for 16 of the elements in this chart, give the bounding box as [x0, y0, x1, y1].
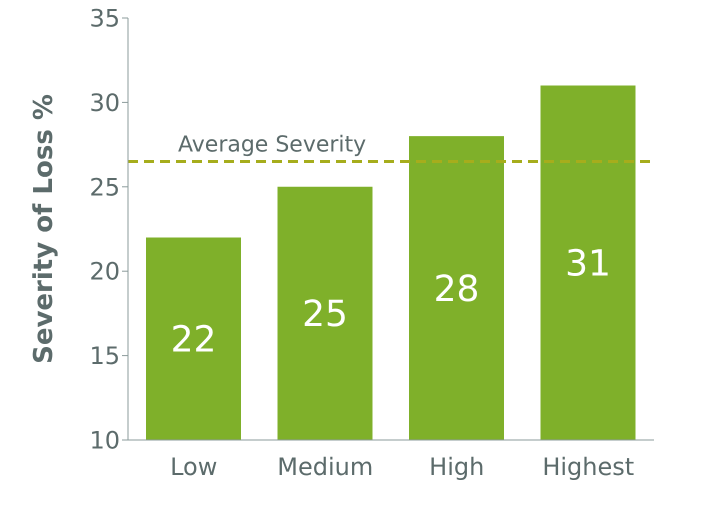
y-axis-title: Severity of Loss %: [29, 94, 60, 364]
y-tick-label: 20: [89, 258, 120, 286]
data-label: 28: [434, 268, 480, 310]
x-tick-label: Highest: [542, 453, 634, 482]
x-tick-label: Medium: [277, 453, 374, 482]
y-tick-label: 25: [89, 173, 120, 202]
y-tick-label: 35: [89, 4, 120, 33]
y-tick-label: 10: [89, 426, 120, 455]
x-tick-label: Low: [170, 453, 218, 482]
data-label: 22: [170, 320, 216, 360]
y-tick-label: 30: [89, 88, 120, 117]
ref-line-label: Average Severity: [178, 132, 366, 158]
y-tick-label: 15: [89, 342, 120, 370]
data-label: 25: [302, 294, 348, 336]
x-tick-label: High: [429, 453, 484, 482]
data-label: 31: [565, 244, 611, 285]
